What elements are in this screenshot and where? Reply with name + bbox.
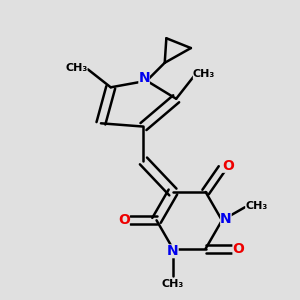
Text: O: O xyxy=(118,213,130,227)
Text: O: O xyxy=(232,242,244,256)
Text: N: N xyxy=(167,244,179,258)
Text: N: N xyxy=(138,70,150,85)
Text: O: O xyxy=(222,159,234,173)
Text: CH₃: CH₃ xyxy=(65,63,88,73)
Text: CH₃: CH₃ xyxy=(162,279,184,289)
Text: CH₃: CH₃ xyxy=(245,201,268,211)
Text: N: N xyxy=(220,212,232,226)
Text: CH₃: CH₃ xyxy=(193,69,215,79)
